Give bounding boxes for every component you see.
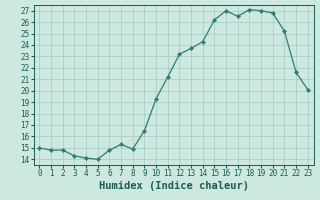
- X-axis label: Humidex (Indice chaleur): Humidex (Indice chaleur): [99, 181, 249, 191]
